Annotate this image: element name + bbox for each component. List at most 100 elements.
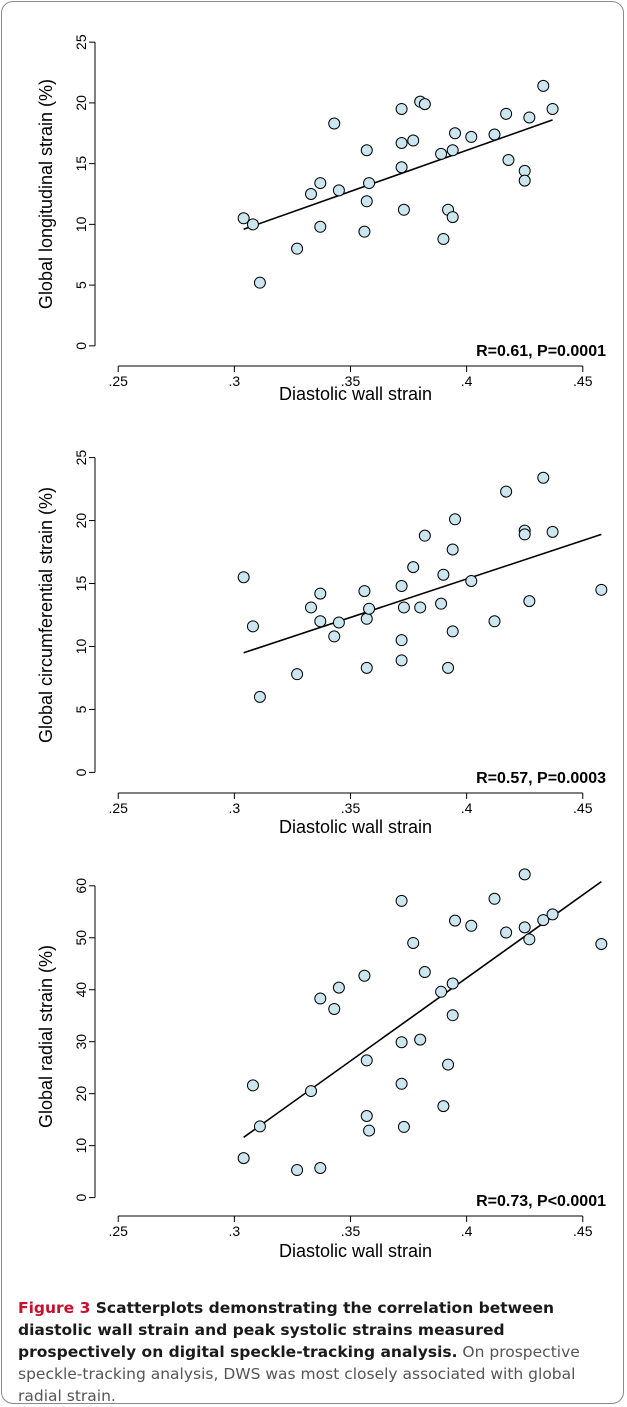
- data-point: [414, 601, 427, 614]
- x-tick-label: .45: [573, 1223, 593, 1239]
- data-point: [407, 134, 420, 147]
- data-point: [518, 528, 531, 541]
- data-point: [237, 1152, 250, 1165]
- data-point: [395, 580, 408, 593]
- data-point: [237, 212, 250, 225]
- data-point: [537, 79, 550, 92]
- data-point: [332, 616, 345, 629]
- data-point: [246, 1079, 259, 1092]
- y-tick-label: 30: [73, 1034, 89, 1050]
- chart-svg: 0 10 20 30 40 50 60 .25 .3 .35 .4 .45 Diastolic wall…: [36, 868, 608, 1261]
- data-point: [407, 561, 420, 574]
- data-point: [397, 601, 410, 614]
- correlation-annotation: R=0.73, P<0.0001: [476, 1193, 606, 1210]
- data-point: [523, 595, 536, 608]
- y-tick-label: 25: [73, 34, 89, 50]
- data-point: [360, 144, 373, 157]
- data-point: [546, 102, 559, 115]
- data-point: [253, 690, 266, 703]
- x-tick-label: .35: [341, 800, 361, 816]
- data-point: [314, 220, 327, 233]
- data-point: [518, 174, 531, 187]
- data-point: [446, 977, 459, 990]
- data-point: [446, 211, 459, 224]
- y-tick-label: 10: [73, 216, 89, 232]
- data-point: [488, 128, 501, 141]
- data-point: [363, 177, 376, 190]
- data-point: [395, 894, 408, 907]
- y-tick-label: 0: [73, 1194, 89, 1202]
- y-axis-title: Global radial strain (%): [36, 945, 56, 1128]
- data-point: [305, 188, 318, 200]
- data-point: [328, 630, 341, 643]
- data-point: [332, 184, 345, 197]
- data-point: [488, 892, 501, 905]
- data-point: [246, 218, 259, 231]
- data-point: [435, 147, 448, 160]
- data-point: [449, 513, 462, 526]
- data-point: [446, 543, 459, 556]
- correlation-annotation: R=0.57, P=0.0003: [476, 770, 606, 787]
- y-axis-title: Global longitudinal strain (%): [36, 79, 56, 309]
- data-point: [435, 597, 448, 610]
- data-point: [488, 615, 501, 628]
- data-point: [518, 868, 531, 881]
- data-point: [253, 276, 266, 289]
- y-tick-label: 15: [73, 576, 89, 592]
- data-point: [418, 98, 431, 111]
- data-point: [537, 471, 550, 484]
- data-point: [358, 585, 371, 598]
- data-point: [395, 161, 408, 174]
- caption-title: Scatterplots demonstrating the correlati…: [18, 1299, 555, 1361]
- x-tick-label: .25: [108, 373, 128, 389]
- figure-caption: Figure 3 Scatterplots demonstrating the …: [18, 1297, 608, 1407]
- x-tick-label: .35: [341, 373, 361, 389]
- data-point: [395, 1077, 408, 1090]
- x-tick-label: .3: [229, 1223, 241, 1239]
- data-point: [435, 985, 448, 998]
- regression-line: [243, 533, 602, 654]
- y-tick-label: 40: [73, 982, 89, 998]
- data-point: [291, 242, 304, 255]
- data-point: [291, 1164, 304, 1177]
- data-point: [360, 661, 373, 674]
- data-point: [500, 926, 513, 939]
- data-point: [246, 620, 259, 633]
- data-point: [437, 232, 450, 245]
- data-point: [446, 144, 459, 157]
- data-point: [595, 937, 608, 950]
- data-point: [418, 966, 431, 979]
- data-point: [360, 1110, 373, 1123]
- y-tick-label: 0: [73, 768, 89, 776]
- data-point: [465, 919, 478, 932]
- data-point: [305, 601, 318, 614]
- y-tick-label: 60: [73, 878, 89, 894]
- data-point: [363, 602, 376, 615]
- x-tick-label: .4: [461, 1223, 473, 1239]
- x-axis-title: Diastolic wall strain: [279, 1241, 432, 1261]
- x-tick-label: .4: [461, 373, 473, 389]
- data-point: [328, 1002, 341, 1015]
- data-point: [442, 661, 455, 674]
- data-point: [237, 571, 250, 584]
- data-point: [500, 107, 513, 120]
- data-point: [395, 136, 408, 149]
- data-point: [449, 914, 462, 927]
- data-point: [502, 153, 515, 166]
- data-point: [537, 914, 550, 927]
- y-axis-title: Global circumferential strain (%): [36, 487, 56, 743]
- data-point: [595, 583, 608, 596]
- y-tick-label: 20: [73, 95, 89, 111]
- x-tick-label: .3: [229, 373, 241, 389]
- x-tick-label: .4: [461, 800, 473, 816]
- data-point: [446, 625, 459, 638]
- x-tick-label: .45: [573, 373, 593, 389]
- data-point: [305, 1085, 318, 1098]
- data-point: [291, 668, 304, 681]
- data-point: [395, 102, 408, 115]
- y-tick-label: 25: [73, 450, 89, 466]
- data-point: [407, 936, 420, 949]
- data-point: [397, 1120, 410, 1133]
- data-point: [446, 1009, 459, 1022]
